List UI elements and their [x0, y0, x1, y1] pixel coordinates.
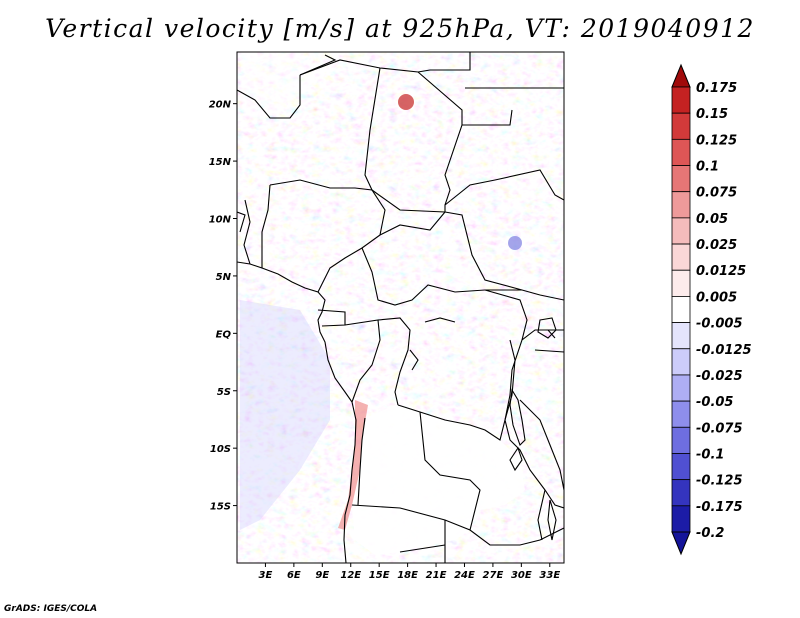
colorbar-bin: [671, 217, 691, 245]
colorbar-label: -0.075: [696, 421, 743, 436]
calm-region-sahara: [240, 55, 320, 125]
colorbar-label: 0.175: [696, 81, 737, 96]
colorbar-bin: [671, 269, 691, 297]
colorbar-bin: [671, 191, 691, 219]
y-tick-label: 5N: [216, 272, 232, 283]
colorbar-label: 0.1: [696, 160, 719, 175]
y-tick-label: 20N: [209, 100, 232, 111]
colorbar-label: 0.125: [696, 133, 737, 148]
colorbar-label: -0.1: [696, 447, 724, 462]
colorbar-bin: [671, 374, 691, 402]
colorbar-bin: [671, 479, 691, 507]
x-tick-label: 30E: [511, 570, 532, 581]
colorbar-label: -0.005: [696, 317, 743, 332]
colorbar-bin: [671, 165, 691, 193]
y-tick-label: EQ: [216, 329, 232, 340]
x-tick-label: 33E: [539, 570, 560, 581]
x-tick-label: 24E: [454, 570, 475, 581]
coastline-west-africa: [237, 261, 357, 563]
country-borders: [237, 52, 564, 563]
x-tick-label: 12E: [340, 570, 361, 581]
colorbar-label: 0.15: [696, 107, 728, 122]
colorbar-bin: [671, 426, 691, 454]
grads-credit: GrADS: IGES/COLA: [4, 604, 98, 614]
ocean-blue-patch: [240, 300, 330, 530]
colorbar-bin: [671, 505, 691, 533]
colorbar-bin: [671, 348, 691, 376]
x-tick-label: 6E: [287, 570, 301, 581]
x-axis: 3E 6E 9E 12E 15E 18E 21E 24E 27E 30E 33E: [259, 563, 560, 581]
colorbar-label: -0.05: [696, 395, 733, 410]
colorbar: 0.175 0.15 0.125 0.1 0.075 0.05 0.025 0.0125 0.0…: [671, 63, 752, 556]
calm-region-south: [352, 405, 525, 555]
y-tick-label: 15S: [210, 502, 231, 513]
colorbar-label: -0.2: [696, 526, 724, 541]
y-axis: 20N 15N 10N 5N EQ 5S 10S 15S: [209, 100, 237, 513]
x-tick-label: 18E: [397, 570, 418, 581]
colorbar-bin: [671, 243, 691, 271]
x-tick-label: 9E: [315, 570, 329, 581]
colorbar-label: 0.075: [696, 186, 737, 201]
x-tick-label: 27E: [483, 570, 504, 581]
plot-frame: [236, 51, 565, 564]
colorbar-bin: [671, 400, 691, 428]
velocity-field: [237, 52, 564, 563]
blue-minimum: [508, 236, 522, 250]
colorbar-label: 0.05: [696, 212, 728, 227]
x-tick-label: 21E: [426, 570, 447, 581]
y-tick-label: 10N: [209, 215, 232, 226]
colorbar-bin: [671, 453, 691, 481]
x-tick-label: 3E: [259, 570, 273, 581]
colorbar-label: -0.025: [696, 369, 743, 384]
colorbar-bin: [671, 138, 691, 166]
colorbar-bottom-arrow: [671, 531, 691, 556]
y-tick-label: 5S: [217, 387, 231, 398]
colorbar-bin: [671, 112, 691, 140]
y-tick-label: 15N: [209, 157, 232, 168]
chart-title: Vertical velocity [m/s] at 925hPa, VT: 2…: [45, 14, 755, 43]
colorbar-top-arrow: [671, 63, 691, 88]
red-maximum: [398, 94, 414, 110]
colorbar-bin: [671, 86, 691, 114]
colorbar-label: 0.005: [696, 290, 737, 305]
colorbar-label: -0.125: [696, 474, 743, 489]
colorbar-label: -0.175: [696, 500, 743, 515]
colorbar-label: 0.0125: [696, 264, 746, 279]
y-tick-label: 10S: [210, 444, 231, 455]
colorbar-bin: [671, 322, 691, 350]
colorbar-label: 0.025: [696, 238, 737, 253]
colorbar-label: -0.0125: [696, 343, 752, 358]
colorbar-bin: [671, 296, 691, 323]
x-tick-label: 15E: [369, 570, 390, 581]
